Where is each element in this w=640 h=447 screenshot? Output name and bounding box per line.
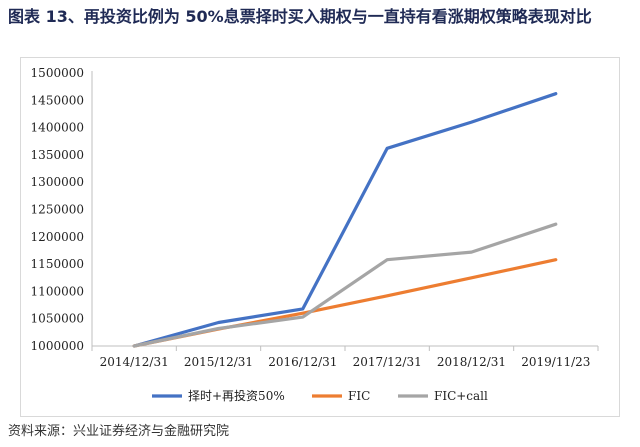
x-tick-label: 2019/11/23 bbox=[521, 355, 590, 369]
y-tick-label: 1150000 bbox=[31, 257, 84, 271]
y-tick-labels: 1000000 1050000 1100000 1150000 1200000 12500… bbox=[31, 66, 84, 353]
legend-label-1: 择时+再投资50% bbox=[188, 388, 285, 403]
x-tick-label: 2015/12/31 bbox=[184, 355, 253, 369]
y-tick-label: 1050000 bbox=[31, 312, 84, 326]
y-tick-label: 1300000 bbox=[31, 175, 84, 189]
y-tick-label: 1500000 bbox=[31, 66, 84, 80]
y-tick-label: 1400000 bbox=[31, 121, 84, 135]
x-tick-label: 2018/12/31 bbox=[437, 355, 506, 369]
chart-frame bbox=[20, 57, 620, 417]
chart-axes bbox=[91, 71, 599, 351]
series-line-3 bbox=[132, 222, 558, 348]
y-tick-label: 1100000 bbox=[31, 284, 84, 298]
y-tick-label: 1350000 bbox=[31, 148, 84, 162]
x-tick-label: 2014/12/31 bbox=[100, 355, 169, 369]
series-line-1 bbox=[132, 92, 558, 348]
chart-legend: 择时+再投资50% FIC FIC+call bbox=[152, 388, 488, 403]
y-tick-label: 1250000 bbox=[31, 203, 84, 217]
source-note: 资料来源：兴业证券经济与金融研究院 bbox=[8, 424, 230, 439]
line-chart: 1000000 1050000 1100000 1150000 1200000 12500… bbox=[31, 66, 599, 403]
y-tick-label: 1200000 bbox=[31, 230, 84, 244]
series-lines bbox=[132, 92, 558, 348]
legend-label-3: FIC+call bbox=[434, 389, 488, 403]
y-tick-label: 1000000 bbox=[31, 339, 84, 353]
x-tick-labels: 2014/12/31 2015/12/31 2016/12/31 2017/12/31… bbox=[100, 355, 591, 369]
figure-title: 图表 13、再投资比例为 50%息票择时买入期权与一直持有看涨期权策略表现对比 bbox=[8, 7, 592, 26]
legend-label-2: FIC bbox=[348, 389, 370, 403]
x-tick-label: 2016/12/31 bbox=[268, 355, 337, 369]
y-tick-label: 1450000 bbox=[31, 93, 84, 107]
x-tick-label: 2017/12/31 bbox=[353, 355, 422, 369]
